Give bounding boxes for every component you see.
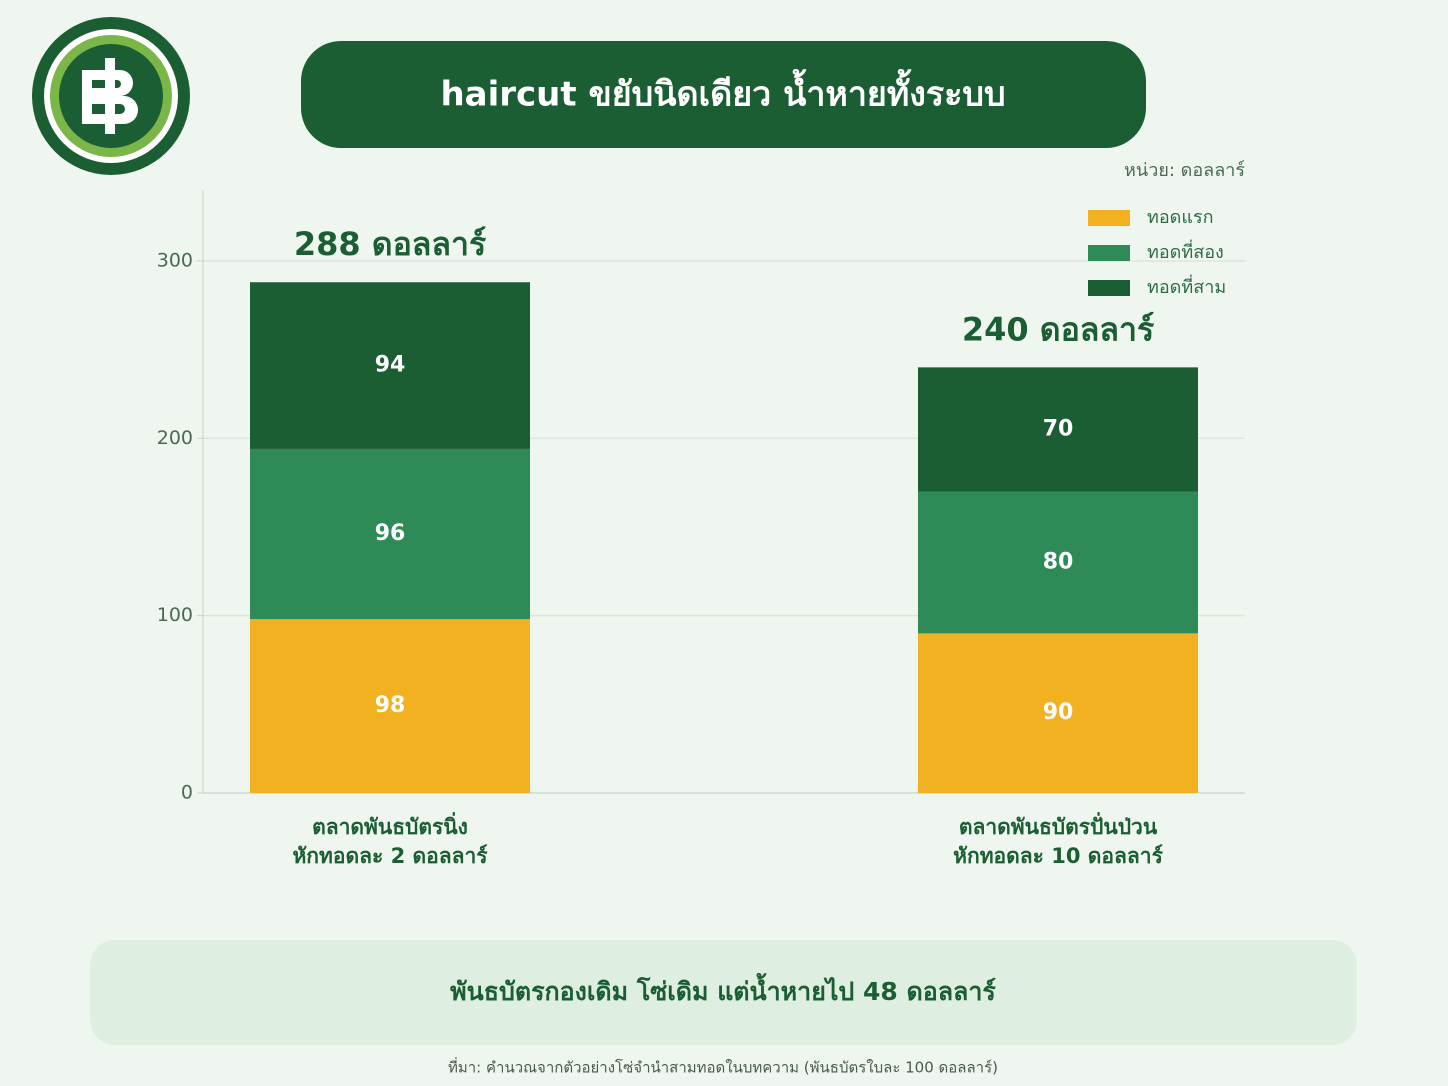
x-tick-label: หักทอดละ 10 ดอลลาร์ (953, 844, 1163, 868)
x-tick-label: ตลาดพันธบัตรปั่นป่วน (959, 811, 1158, 839)
legend-swatch (1088, 245, 1130, 261)
legend-swatch (1088, 210, 1130, 226)
value-label: 80 (1043, 549, 1074, 574)
legend-label: ทอดแรก (1147, 207, 1214, 228)
bar-segment (918, 491, 1198, 634)
value-label: 94 (375, 353, 406, 378)
source: ที่มา: คำนวณจากตัวอย่างโซ่จำนำสามทอดในบท… (448, 1057, 998, 1077)
plot: 0 100 200 300 98 96 94 288 ดอลลาร์ตลาดพันธบัตรน… (157, 190, 1245, 868)
legend-label: ทอดที่สาม (1147, 274, 1226, 298)
callout-box (90, 940, 1357, 1045)
bar-segment (918, 367, 1198, 492)
chart-title: haircut ขยับนิดเดียว น้ำหายทั้งระบบ (440, 69, 1005, 115)
value-label: 70 (1043, 416, 1074, 441)
title-banner (301, 41, 1146, 148)
legend-swatch (1088, 280, 1130, 296)
logo (32, 17, 190, 175)
total-label: 288 ดอลลาร์ (294, 225, 486, 263)
value-label: 98 (375, 693, 406, 718)
y-tick-label: 0 (181, 782, 193, 804)
legend-label: ทอดที่สอง (1147, 239, 1224, 263)
value-label: 96 (375, 521, 406, 546)
bar-segment (918, 633, 1198, 793)
value-label: 90 (1043, 700, 1074, 725)
bar-segment (250, 619, 530, 793)
y-tick-label: 300 (157, 249, 193, 271)
y-tick-label: 200 (157, 427, 193, 449)
x-tick-label: ตลาดพันธบัตรนิ่ง (312, 811, 468, 839)
bar-segment (250, 448, 530, 620)
x-tick-label: หักทอดละ 2 ดอลลาร์ (292, 844, 488, 868)
callout: พันธบัตรกองเดิม โซ่เดิม แต่น้ำหายไป 48 ด… (450, 972, 996, 1006)
unit-label: หน่วย: ดอลลาร์ (1124, 160, 1245, 181)
bar-segment (250, 282, 530, 449)
y-tick-label: 100 (157, 604, 193, 626)
total-label: 240 ดอลลาร์ (962, 310, 1154, 348)
